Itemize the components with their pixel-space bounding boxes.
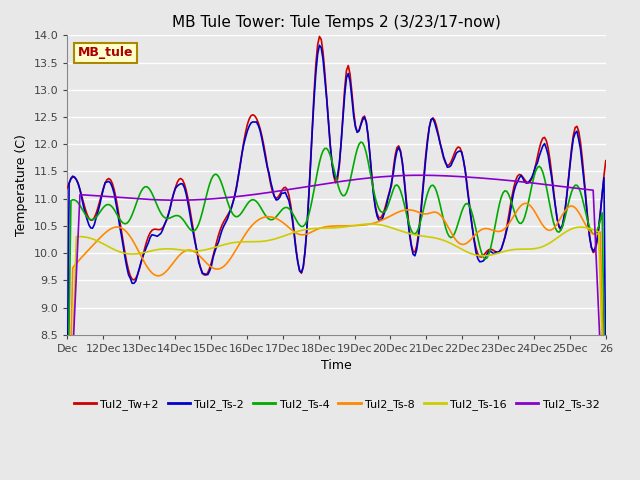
Tul2_Tw+2 — [130, 277, 138, 283]
Tul2_Ts-16 — [386, 224, 394, 230]
Tul2_Ts-32 — [65, 432, 73, 438]
Tul2_Tw+2 — [602, 158, 610, 164]
Tul2_Ts-2 — [386, 190, 394, 195]
Tul2_Tw+2 — [521, 177, 529, 183]
Tul2_Ts-2 — [63, 387, 71, 393]
Tul2_Ts-32 — [602, 471, 610, 477]
Tul2_Ts-8 — [384, 215, 392, 220]
Tul2_Ts-16 — [554, 235, 561, 241]
Line: Tul2_Ts-2: Tul2_Ts-2 — [67, 45, 606, 390]
Tul2_Ts-16 — [384, 224, 392, 229]
Y-axis label: Temperature (C): Temperature (C) — [15, 134, 28, 236]
Tul2_Ts-4 — [519, 218, 527, 224]
Tul2_Ts-32 — [554, 183, 561, 189]
Tul2_Ts-32 — [63, 473, 71, 479]
Tul2_Ts-8 — [602, 470, 610, 476]
Line: Tul2_Tw+2: Tul2_Tw+2 — [67, 36, 606, 280]
Tul2_Ts-16 — [602, 456, 610, 462]
Tul2_Ts-8 — [393, 210, 401, 216]
Tul2_Tw+2 — [316, 34, 323, 39]
Tul2_Ts-8 — [523, 201, 531, 206]
Tul2_Ts-16 — [395, 228, 403, 233]
Line: Tul2_Ts-8: Tul2_Ts-8 — [67, 204, 606, 480]
Tul2_Ts-2 — [384, 195, 392, 201]
Tul2_Tw+2 — [397, 148, 404, 154]
Tul2_Ts-8 — [382, 216, 390, 221]
Tul2_Ts-2 — [65, 180, 73, 186]
Line: Tul2_Ts-16: Tul2_Ts-16 — [67, 224, 606, 480]
Tul2_Ts-4 — [386, 198, 394, 204]
Tul2_Ts-4 — [602, 439, 610, 444]
Tul2_Tw+2 — [388, 183, 396, 189]
Tul2_Ts-8 — [65, 418, 73, 423]
Tul2_Ts-2 — [602, 376, 610, 382]
Tul2_Ts-32 — [382, 174, 390, 180]
Tul2_Ts-2 — [395, 144, 403, 150]
Legend: Tul2_Tw+2, Tul2_Ts-2, Tul2_Ts-4, Tul2_Ts-8, Tul2_Ts-16, Tul2_Ts-32: Tul2_Tw+2, Tul2_Ts-2, Tul2_Ts-4, Tul2_Ts… — [69, 394, 604, 414]
Tul2_Ts-8 — [517, 203, 525, 208]
Line: Tul2_Ts-32: Tul2_Ts-32 — [67, 175, 606, 476]
Tul2_Ts-16 — [519, 246, 527, 252]
Tul2_Ts-4 — [357, 139, 365, 145]
Tul2_Ts-4 — [65, 317, 73, 323]
Tul2_Ts-16 — [366, 221, 374, 227]
Tul2_Tw+2 — [63, 185, 71, 191]
Title: MB Tule Tower: Tule Temps 2 (3/23/17-now): MB Tule Tower: Tule Temps 2 (3/23/17-now… — [172, 15, 501, 30]
Tul2_Ts-32 — [519, 179, 527, 185]
Tul2_Ts-2 — [316, 42, 323, 48]
Tul2_Ts-2 — [554, 216, 561, 222]
Line: Tul2_Ts-4: Tul2_Ts-4 — [67, 142, 606, 442]
Tul2_Ts-32 — [417, 172, 424, 178]
Tul2_Ts-4 — [554, 228, 561, 234]
Tul2_Ts-32 — [384, 173, 392, 179]
Tul2_Tw+2 — [555, 224, 563, 230]
Tul2_Ts-16 — [65, 458, 73, 464]
Tul2_Ts-4 — [384, 203, 392, 209]
X-axis label: Time: Time — [321, 360, 352, 372]
Text: MB_tule: MB_tule — [78, 46, 134, 60]
Tul2_Ts-32 — [393, 173, 401, 179]
Tul2_Ts-2 — [519, 176, 527, 181]
Tul2_Tw+2 — [65, 180, 73, 186]
Tul2_Ts-8 — [554, 221, 561, 227]
Tul2_Ts-4 — [63, 437, 71, 443]
Tul2_Ts-4 — [395, 184, 403, 190]
Tul2_Tw+2 — [386, 188, 394, 193]
